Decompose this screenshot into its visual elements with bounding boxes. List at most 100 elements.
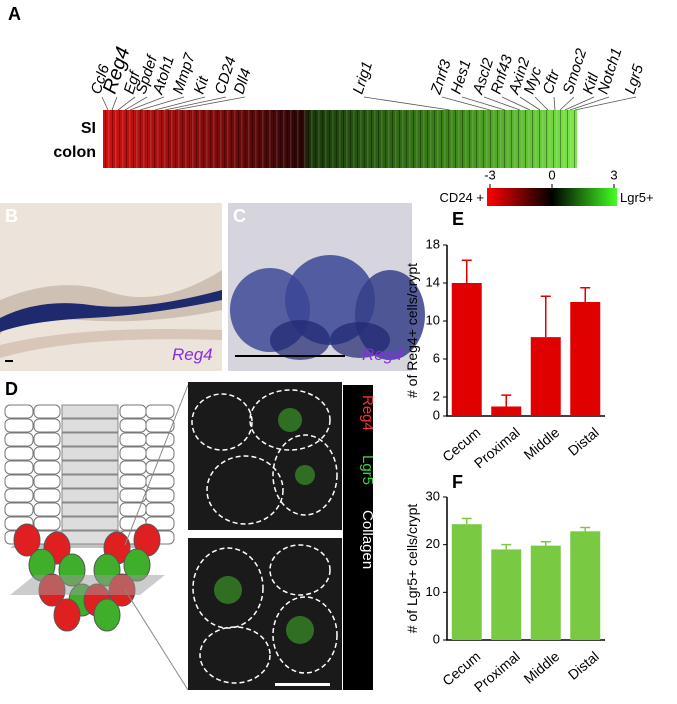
lumen-cell	[61, 488, 119, 503]
lumen-cell	[61, 418, 119, 433]
bar	[451, 283, 482, 416]
cell	[119, 404, 147, 419]
error-bar	[501, 394, 512, 407]
gene-pointer	[461, 96, 506, 111]
cell	[145, 418, 175, 433]
cell	[4, 488, 34, 503]
stain-legend: Reg4	[359, 395, 376, 431]
bar	[491, 406, 522, 416]
panel-label: E	[452, 209, 464, 229]
cell	[4, 418, 34, 433]
cell	[119, 460, 147, 475]
cell	[119, 474, 147, 489]
cell	[4, 502, 34, 517]
lumen-cell	[61, 502, 119, 517]
gene-label: Notch1	[595, 46, 626, 96]
cell	[33, 502, 61, 517]
y-tick-label: 2	[433, 388, 440, 403]
colorbar-tick-label: -3	[484, 167, 496, 182]
cell	[33, 404, 61, 419]
cell	[145, 460, 175, 475]
cell	[145, 404, 175, 419]
cell	[4, 474, 34, 489]
gene-pointer	[154, 96, 206, 111]
connector	[124, 589, 189, 691]
y-tick-label: 10	[426, 584, 440, 599]
panel-label: B	[5, 206, 18, 226]
cell	[119, 502, 147, 517]
y-tick-label: 18	[426, 236, 440, 251]
bar	[530, 337, 561, 416]
gene-pointer	[569, 96, 610, 111]
micrograph-c	[228, 203, 425, 371]
lumen-cell	[61, 446, 119, 461]
crypt-diagram	[4, 404, 175, 632]
bar	[530, 545, 561, 640]
gene-label: Cftr	[540, 67, 564, 96]
heatmap-texture	[103, 110, 577, 168]
bar	[451, 524, 482, 640]
stain-legend: Collagen	[359, 510, 376, 569]
cell	[145, 488, 175, 503]
row-label: SI	[81, 120, 96, 137]
gene-pointer	[124, 96, 148, 111]
y-tick-label: 14	[426, 274, 440, 289]
x-tick-label: Middle	[520, 424, 562, 463]
lumen-cell	[61, 460, 119, 475]
cell	[145, 432, 175, 447]
cell	[145, 502, 175, 517]
colorbar-tick-label: 0	[548, 167, 555, 182]
y-axis-label: # of Reg4+ cells/crypt	[404, 263, 420, 398]
y-tick-label: 30	[426, 488, 440, 503]
x-tick-label: Distal	[565, 648, 602, 683]
bar	[570, 302, 601, 416]
error-bar	[461, 259, 472, 283]
gene-pointer	[363, 96, 451, 111]
gene-label: Lgr5	[622, 62, 648, 96]
gene-pointer	[553, 96, 556, 111]
bar	[491, 549, 522, 640]
cell	[4, 432, 34, 447]
gene-pointer	[164, 96, 227, 111]
gene-pointer	[441, 96, 491, 111]
panel-label: A	[8, 4, 21, 24]
cell	[33, 432, 61, 447]
colorbar-tick-label: 3	[610, 167, 617, 182]
gene-pointer	[129, 96, 165, 111]
y-tick-label: 6	[433, 350, 440, 365]
cell	[119, 418, 147, 433]
cell	[33, 516, 61, 531]
row-label: colon	[53, 144, 96, 161]
cell	[33, 474, 61, 489]
cell	[4, 404, 34, 419]
x-tick-label: Middle	[520, 648, 562, 687]
stem-cell	[13, 523, 41, 557]
error-bar	[501, 543, 512, 550]
error-bar	[580, 526, 591, 532]
lumen-cell	[61, 432, 119, 447]
cell	[4, 460, 34, 475]
error-bar	[540, 541, 551, 546]
cell	[119, 488, 147, 503]
bar	[570, 531, 601, 640]
gene-pointer	[101, 96, 109, 111]
gene-pointer	[519, 96, 541, 111]
gene-label: Kit	[191, 74, 213, 97]
gene-pointer	[501, 96, 531, 111]
colorbar-label: Lgr5+	[620, 190, 654, 205]
cell	[145, 474, 175, 489]
plane	[10, 575, 165, 595]
error-bar	[580, 287, 591, 302]
y-tick-label: 20	[426, 536, 440, 551]
colorbar-label: CD24 +	[440, 190, 484, 205]
x-tick-label: Distal	[565, 424, 602, 459]
cell	[33, 446, 61, 461]
cell	[33, 460, 61, 475]
gene-pointer	[139, 96, 185, 111]
gene-pointer	[174, 96, 246, 111]
panel-label: C	[233, 206, 246, 226]
stain-legend: Lgr5	[359, 455, 376, 485]
y-tick-label: 0	[433, 631, 440, 646]
gene-pointer	[559, 96, 575, 111]
micrograph-b	[0, 203, 222, 371]
